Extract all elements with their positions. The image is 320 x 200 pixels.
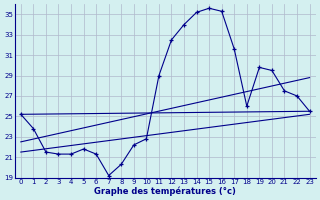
X-axis label: Graphe des températures (°c): Graphe des températures (°c) [94, 186, 236, 196]
